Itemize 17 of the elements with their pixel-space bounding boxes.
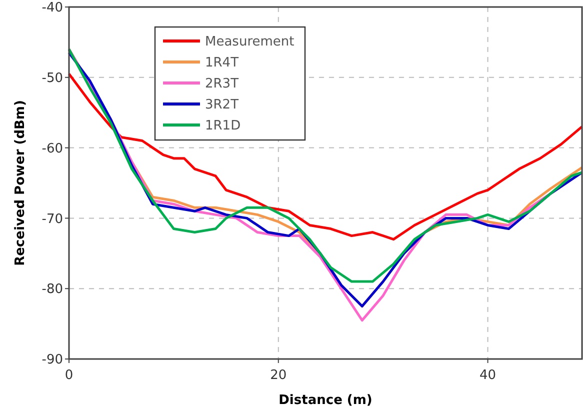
y-tick-label: -60	[42, 141, 63, 156]
y-tick-label: -50	[42, 70, 63, 86]
legend-label: Measurement	[205, 34, 294, 50]
y-axis-title: Received Power (dBm)	[13, 100, 28, 266]
x-tick-label: 40	[480, 368, 496, 383]
y-tick-label: -40	[42, 0, 63, 16]
y-tick-label: -90	[42, 352, 63, 368]
line-series	[68, 72, 583, 241]
legend-label: 1R1D	[205, 118, 241, 134]
x-axis-title: Distance (m)	[278, 393, 372, 408]
x-tick-label: 20	[270, 368, 287, 383]
legend-label: 2R3T	[205, 76, 239, 92]
y-tick-label: -70	[42, 212, 63, 227]
y-tick-label: -80	[42, 282, 63, 298]
legend-label: 3R2T	[205, 98, 239, 113]
x-tick-label: 0	[64, 368, 74, 383]
legend-label: 1R4T	[205, 56, 239, 71]
